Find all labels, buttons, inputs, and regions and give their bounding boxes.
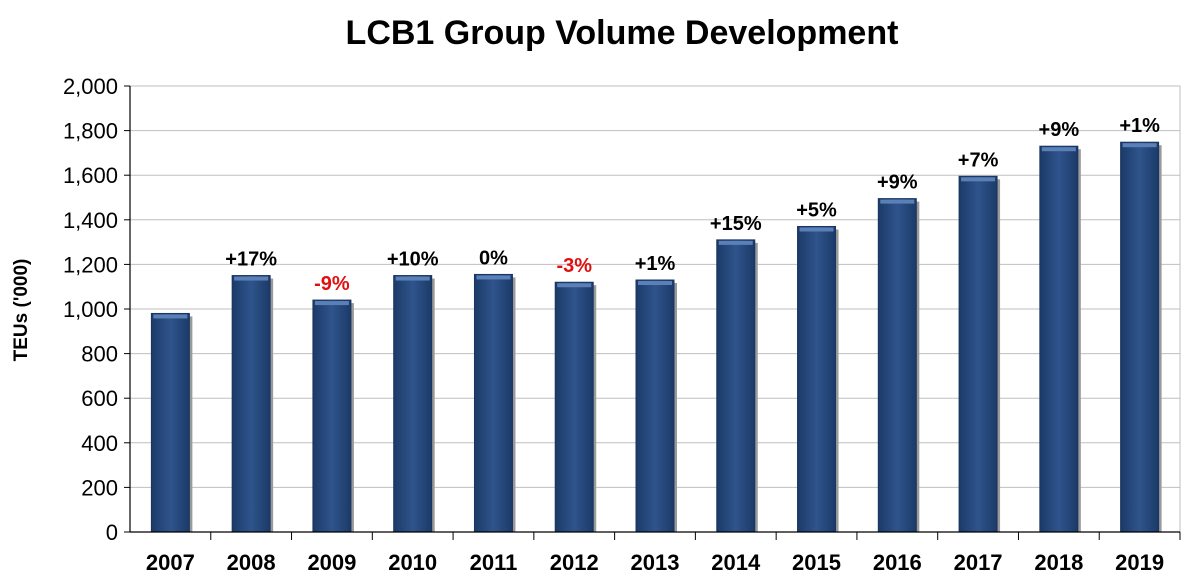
y-axis-label: TEUs ('000) — [11, 259, 32, 362]
bar-2012 — [554, 281, 594, 533]
x-tick-label: 2012 — [550, 550, 599, 575]
y-tick-label: 1,800 — [63, 119, 118, 144]
data-label: +5% — [796, 199, 837, 221]
data-label: +10% — [387, 249, 439, 271]
x-tick-label: 2018 — [1034, 550, 1083, 575]
data-label: +1% — [635, 253, 676, 275]
bar-2013 — [635, 279, 675, 533]
bar-bevel — [395, 276, 430, 281]
x-tick-label: 2013 — [631, 550, 680, 575]
bar-bevel — [476, 275, 511, 280]
y-tick-label: 1,000 — [63, 297, 118, 322]
bar-bevel — [234, 276, 269, 281]
bars: +17% -9% +10% 0% -3% +1% +15% +5% +9% +7% +9% +1% — [150, 115, 1162, 533]
y-tick-label: 400 — [81, 431, 118, 456]
x-tick-label: 2019 — [1115, 550, 1164, 575]
data-label: -9% — [314, 273, 350, 295]
y-tick-label: 200 — [81, 475, 118, 500]
bar-2015 — [797, 225, 837, 533]
bar-bevel — [718, 240, 753, 245]
bar-2008 — [231, 275, 271, 533]
axes: 0 200 400 600 800 1,000 1,200 1,400 1,600 1,800 2,… — [63, 74, 1181, 575]
bar-bevel — [1122, 143, 1157, 148]
data-label: +17% — [225, 249, 277, 271]
y-tick-label: 1,400 — [63, 208, 118, 233]
data-label: +15% — [710, 213, 762, 235]
data-label: +9% — [1039, 119, 1080, 141]
bar-bevel — [638, 281, 672, 286]
y-tick-label: 800 — [81, 342, 118, 367]
bar-bevel — [153, 314, 188, 319]
x-tick-label: 2008 — [227, 550, 276, 575]
bar-2017 — [958, 175, 998, 533]
bar-2009 — [312, 299, 352, 533]
data-label: +7% — [958, 149, 999, 171]
x-tick-label: 2017 — [954, 550, 1003, 575]
data-label: +9% — [877, 172, 918, 194]
y-tick-label: 2,000 — [63, 74, 118, 99]
bar-2019 — [1120, 141, 1160, 533]
x-tick-label: 2010 — [388, 550, 437, 575]
x-tick-label: 2014 — [711, 550, 761, 575]
x-tick-label: 2011 — [470, 550, 518, 575]
bar-bevel — [557, 283, 592, 288]
bar-bevel — [799, 227, 834, 232]
bar-2018 — [1039, 145, 1079, 533]
y-tick-label: 0 — [106, 520, 118, 545]
y-tick-label: 600 — [81, 386, 118, 411]
chart-title: LCB1 Group Volume Development — [345, 14, 899, 52]
bar-bevel — [1041, 147, 1076, 152]
bar-bevel — [880, 199, 915, 204]
bar-2011 — [473, 273, 513, 533]
x-tick-label: 2009 — [307, 550, 356, 575]
bar-2014 — [716, 239, 756, 533]
data-label: +1% — [1119, 115, 1160, 137]
bar-bevel — [961, 177, 996, 182]
bar-2010 — [393, 275, 433, 533]
x-tick-label: 2016 — [873, 550, 922, 575]
x-tick-label: 2015 — [792, 550, 841, 575]
x-tick-label: 2007 — [146, 550, 195, 575]
data-label: 0% — [479, 247, 508, 269]
y-tick-label: 1,600 — [63, 163, 118, 188]
bar-2016 — [877, 198, 917, 533]
bar-bevel — [314, 301, 349, 306]
bar-2007 — [150, 312, 190, 533]
y-tick-label: 1,200 — [63, 252, 118, 277]
data-label: -3% — [556, 255, 592, 277]
